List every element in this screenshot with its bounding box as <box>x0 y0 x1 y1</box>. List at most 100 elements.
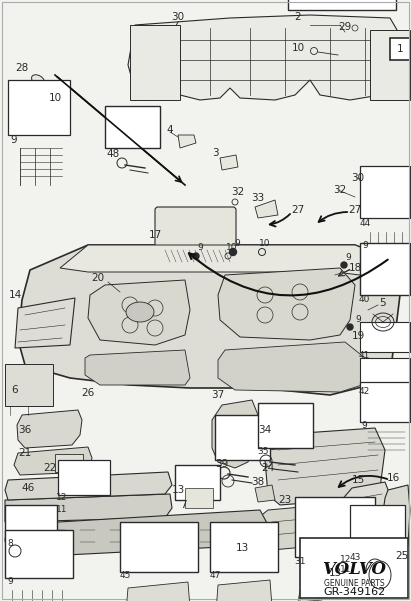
Polygon shape <box>5 510 268 558</box>
Circle shape <box>229 248 236 255</box>
Text: 27: 27 <box>349 205 362 215</box>
Text: 13: 13 <box>328 568 342 578</box>
Bar <box>58 460 110 495</box>
Ellipse shape <box>126 302 154 322</box>
Circle shape <box>347 324 353 330</box>
Bar <box>295 497 375 557</box>
Bar <box>360 322 410 352</box>
Bar <box>5 505 57 540</box>
Polygon shape <box>15 298 75 348</box>
Text: 37: 37 <box>211 390 225 400</box>
Polygon shape <box>218 268 355 340</box>
Polygon shape <box>85 350 190 385</box>
Text: 14: 14 <box>8 290 22 300</box>
Text: 12: 12 <box>56 493 68 502</box>
Text: 32: 32 <box>333 185 346 195</box>
Text: 9: 9 <box>345 254 351 263</box>
Text: 19: 19 <box>351 331 365 341</box>
Polygon shape <box>298 588 322 601</box>
Bar <box>5 364 53 406</box>
Text: 1: 1 <box>397 44 403 54</box>
Text: 2: 2 <box>295 12 301 22</box>
Text: GR-349162: GR-349162 <box>323 587 385 597</box>
FancyBboxPatch shape <box>155 207 236 268</box>
Bar <box>120 522 198 572</box>
Bar <box>360 166 410 218</box>
Text: 30: 30 <box>351 173 365 183</box>
Text: 33: 33 <box>252 193 265 203</box>
Bar <box>55 454 83 472</box>
Bar <box>8 80 70 135</box>
Bar <box>390 38 410 60</box>
Polygon shape <box>14 447 92 475</box>
Text: 28: 28 <box>15 63 29 73</box>
Text: 9: 9 <box>11 135 17 145</box>
Bar <box>360 243 410 295</box>
Polygon shape <box>218 342 365 392</box>
Text: 34: 34 <box>259 425 272 435</box>
Bar <box>360 358 410 388</box>
Text: 18: 18 <box>349 263 362 273</box>
Bar <box>288 0 396 10</box>
Text: 9: 9 <box>362 240 368 249</box>
Text: 22: 22 <box>44 463 57 473</box>
Polygon shape <box>5 472 172 500</box>
Text: 27: 27 <box>291 205 305 215</box>
Text: VOLVO: VOLVO <box>322 561 386 579</box>
Text: 13: 13 <box>236 543 249 553</box>
Text: 39: 39 <box>215 459 229 469</box>
Polygon shape <box>18 245 400 395</box>
Bar <box>360 382 410 422</box>
Text: 7: 7 <box>180 500 186 510</box>
Polygon shape <box>220 155 238 170</box>
Polygon shape <box>265 428 385 505</box>
Bar <box>370 30 410 100</box>
Polygon shape <box>17 410 82 448</box>
Text: 9: 9 <box>197 243 203 252</box>
Text: 29: 29 <box>338 22 352 32</box>
Text: 44: 44 <box>359 219 371 228</box>
Polygon shape <box>258 500 385 550</box>
Text: 4: 4 <box>167 125 173 135</box>
Bar <box>5 530 73 578</box>
Bar <box>300 538 408 598</box>
Polygon shape <box>126 582 190 601</box>
Text: 9: 9 <box>234 239 240 248</box>
Text: 8: 8 <box>7 538 13 548</box>
Text: 15: 15 <box>351 475 365 485</box>
Polygon shape <box>255 200 278 218</box>
Circle shape <box>341 262 347 268</box>
Text: 32: 32 <box>231 187 245 197</box>
Bar <box>258 403 313 448</box>
Text: 24: 24 <box>261 463 275 473</box>
Text: 9: 9 <box>355 316 361 325</box>
Text: 31: 31 <box>294 558 306 567</box>
Text: 11: 11 <box>340 566 352 575</box>
Bar <box>342 521 394 556</box>
Polygon shape <box>255 485 275 502</box>
Text: 40: 40 <box>358 294 369 304</box>
Text: 9: 9 <box>361 421 367 430</box>
Text: 26: 26 <box>81 388 95 398</box>
Text: 41: 41 <box>358 350 369 359</box>
Polygon shape <box>265 432 288 450</box>
Ellipse shape <box>390 509 404 531</box>
Text: 17: 17 <box>148 230 162 240</box>
Text: 10: 10 <box>48 93 62 103</box>
Circle shape <box>193 253 199 259</box>
Polygon shape <box>340 482 392 545</box>
Text: 20: 20 <box>91 273 104 283</box>
Text: 10: 10 <box>291 43 305 53</box>
Text: 10: 10 <box>226 243 238 252</box>
Polygon shape <box>128 15 400 100</box>
Bar <box>185 488 213 508</box>
Bar <box>210 522 278 572</box>
Text: 11: 11 <box>56 505 68 514</box>
Text: 12: 12 <box>340 555 352 564</box>
Bar <box>130 25 180 100</box>
Text: 35: 35 <box>257 448 269 457</box>
Ellipse shape <box>32 75 44 85</box>
Text: 36: 36 <box>18 425 32 435</box>
Polygon shape <box>216 580 272 601</box>
Polygon shape <box>382 485 410 555</box>
